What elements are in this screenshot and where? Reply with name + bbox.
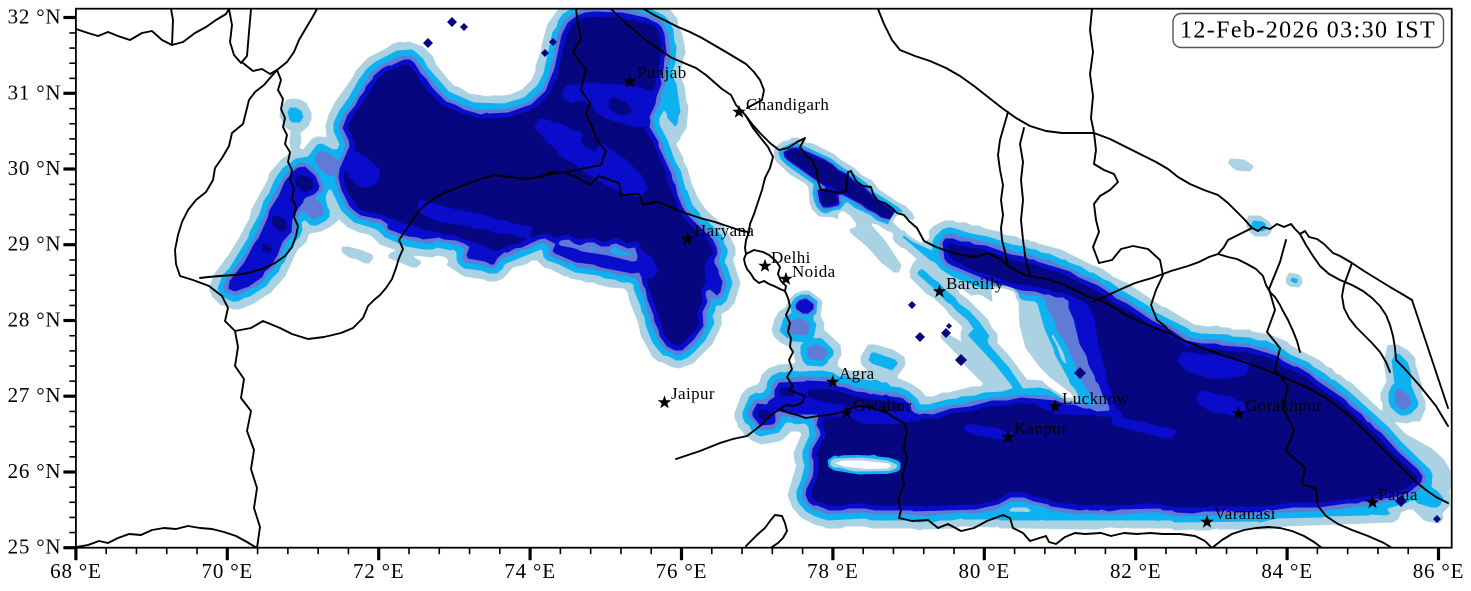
svg-text:68 °E: 68 °E [50, 559, 101, 583]
svg-text:84 °E: 84 °E [1261, 559, 1312, 583]
svg-text:Noida: Noida [792, 262, 836, 281]
svg-text:28 °N: 28 °N [8, 308, 62, 332]
svg-text:32 °N: 32 °N [8, 5, 62, 29]
svg-text:Delhi: Delhi [771, 248, 811, 267]
svg-text:26 °N: 26 °N [8, 459, 62, 483]
svg-text:82 °E: 82 °E [1110, 559, 1161, 583]
svg-text:Gwalior: Gwalior [853, 396, 912, 415]
svg-text:Varanasi: Varanasi [1214, 504, 1276, 523]
svg-text:Bareilly: Bareilly [946, 274, 1004, 293]
svg-text:Lucknow: Lucknow [1062, 389, 1129, 408]
svg-text:12-Feb-2026 03:30 IST: 12-Feb-2026 03:30 IST [1180, 18, 1436, 44]
svg-text:31 °N: 31 °N [8, 80, 62, 104]
svg-text:Patna: Patna [1378, 485, 1418, 504]
svg-text:Punjab: Punjab [637, 63, 687, 82]
svg-text:Kanpur: Kanpur [1014, 419, 1067, 438]
svg-text:74 °E: 74 °E [504, 559, 555, 583]
svg-text:29 °N: 29 °N [8, 232, 62, 256]
svg-text:70 °E: 70 °E [202, 559, 253, 583]
svg-text:Agra: Agra [839, 364, 875, 383]
svg-text:30 °N: 30 °N [8, 156, 62, 180]
svg-text:Gorakhpur: Gorakhpur [1245, 396, 1322, 415]
svg-text:78 °E: 78 °E [807, 559, 858, 583]
svg-text:86 °E: 86 °E [1413, 559, 1464, 583]
svg-text:Chandigarh: Chandigarh [746, 95, 829, 114]
svg-text:27 °N: 27 °N [8, 383, 62, 407]
svg-text:Jaipur: Jaipur [671, 384, 715, 403]
svg-text:Haryana: Haryana [694, 221, 754, 240]
svg-text:72 °E: 72 °E [353, 559, 404, 583]
svg-text:76 °E: 76 °E [656, 559, 707, 583]
svg-text:80 °E: 80 °E [959, 559, 1010, 583]
svg-text:25 °N: 25 °N [8, 535, 62, 559]
